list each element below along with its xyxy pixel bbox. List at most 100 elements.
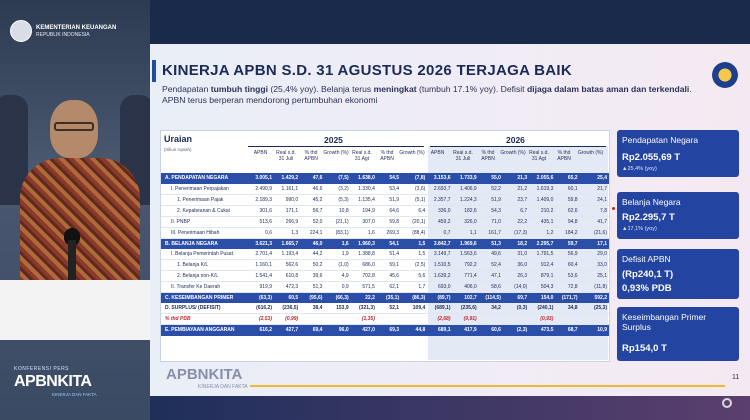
apbnkita-tagline: KINERJA DAN FAKTA [52,392,97,397]
table-cell: 33,0 [579,259,609,272]
table-cell: (616,2) [248,303,274,315]
table-cell: 0,6 [248,227,274,239]
table-row: % thd PDB (2,53) (0,99) (1,35) (2,68) (0,91) (… [161,313,609,326]
table-cell: 3.005,1 [248,173,274,184]
table-cell: 266,9 [274,216,301,228]
table-cell: 7,8 [579,205,609,217]
table-cell: (2,68) [427,313,453,326]
table-cell: 24,1 [579,194,609,207]
table-cell: 60,1 [555,183,580,196]
year-2026-rule [430,146,606,147]
table-cell: (25,3) [579,303,609,315]
table-cell: 326,0 [452,216,479,228]
table-cell: 62,1 [376,281,402,293]
table-cell: 689,1 [427,324,453,336]
column-header: Real s.d. 31 Agt [352,150,372,162]
card-yoy: ▲17,1% (yoy) [622,226,657,232]
table-cell: 771,4 [452,270,479,282]
table-cell: 54,5 [376,173,402,184]
table-cell: 1,7 [401,281,428,293]
table-cell: (1,35) [350,313,377,326]
table-cell: 4,9 [324,270,351,282]
table-cell: 1,9 [324,248,351,261]
footer-logo: APBNKITA [166,366,243,383]
table-cell: 1.619,3 [529,183,556,196]
table-cell: (86,3) [401,292,428,304]
table-cell: (89,7) [427,292,453,304]
table-cell: 53,4 [376,183,402,196]
card-keseimbangan-primer: Keseimbangan Primer Surplus Rp154,0 T [617,307,739,361]
table-row: 2. Belanja non-K/L 1.541,4 610,8 39,6 4,9 702… [161,270,609,282]
table-cell: (3,6) [401,183,428,196]
table-cell: 68,7 [555,324,580,336]
ministry-seal-icon [10,20,32,42]
table-cell: 54,1 [376,238,402,249]
table-cell: (5,1) [401,194,428,207]
table-cell: 31,0 [502,248,530,261]
gear-icon[interactable] [722,398,732,408]
row-label: 2. Belanja non-K/L [161,270,249,282]
card-label: Keseimbangan Primer Surplus [622,312,707,332]
table-cell: 2.490,9 [248,183,274,196]
card-label: Belanja Negara [622,197,681,207]
slide-title: KINERJA APBN S.D. 31 AGUSTUS 2026 TERJAG… [162,62,572,79]
table-cell: (240,1) [529,303,556,315]
table-cell: 52,2 [478,183,503,196]
table-cell: 1,5 [401,248,428,261]
table-cell: (0,91) [452,313,479,326]
table-cell: 1.960,3 [350,238,377,249]
table-cell: 1.638,0 [350,173,377,184]
table-cell: 17,1 [579,238,609,249]
table-cell: 41,7 [579,216,609,228]
table-cell: 406,0 [452,281,479,293]
table-cell: 60,6 [478,324,503,336]
column-header: % thd APBN [304,150,318,162]
table-cell: 0,9 [324,281,351,293]
table-cell: (236,5) [274,303,301,315]
card-defisit-apbn: Defisit APBN (Rp240,1 T) 0,93% PDB [617,249,739,299]
column-header: Growth (%) [500,150,526,156]
table-cell: 1.791,5 [529,248,556,261]
table-cell: 69,4 [300,324,325,336]
table-cell: 616,2 [248,324,274,336]
table-cell: 38,4 [300,303,325,315]
card-yoy: ▲25,4% (yoy) [622,166,657,172]
table-cell: 52,1 [376,303,402,315]
table-cell: 46,0 [300,238,325,249]
table-cell: 2.055,6 [529,173,556,184]
table-cell: 879,1 [529,270,556,282]
table-row: III. Penerimaan Hibah 0,6 1,3 224,1 (83,1) 1,… [161,227,609,239]
card-label: Pendapatan Negara [622,135,699,145]
table-cell: 1.733,9 [452,173,479,184]
table-row: C. KESEIMBANGAN PRIMER (63,3) 60,5 (95,6) (6… [161,292,609,304]
table-cell: 1,2 [529,227,556,239]
table-cell: 610,8 [274,270,301,282]
table-cell: 1,1 [452,227,479,239]
table-cell: (235,6) [452,303,479,315]
table-cell: 912,4 [529,259,556,272]
table-cell: 25,1 [579,270,609,282]
table-cell: 59,8 [376,216,402,228]
table-cell: (114,5) [478,292,503,304]
table-cell: 60,5 [274,292,301,304]
table-cell: 69,7 [502,292,530,304]
table-cell: 1.135,4 [350,194,377,207]
table-cell: 1.161,1 [274,183,301,196]
card-value-pdb: 0,93% PDB [622,283,672,294]
table-cell: (2,53) [248,313,274,326]
table-cell: (2,5) [401,259,428,272]
footer-rule [250,385,725,387]
table-cell: 2.357,7 [427,194,453,207]
table-cell: (321,3) [350,303,377,315]
table-cell: 21,7 [579,183,609,196]
table-cell: 2.189,3 [248,194,274,207]
table-cell: 51,3 [478,238,503,249]
table-cell: 55,0 [478,173,503,184]
table-cell: 54,3 [478,205,503,217]
table-cell: 1.330,4 [350,183,377,196]
card-belanja-negara: Belanja Negara Rp2.295,7 T ▲17,1% (yoy) [617,192,739,239]
table-cell: 1,3 [274,227,301,239]
table-cell: 1.510,5 [427,259,453,272]
table-cell: 417,9 [452,324,479,336]
bottom-strip [150,396,750,420]
